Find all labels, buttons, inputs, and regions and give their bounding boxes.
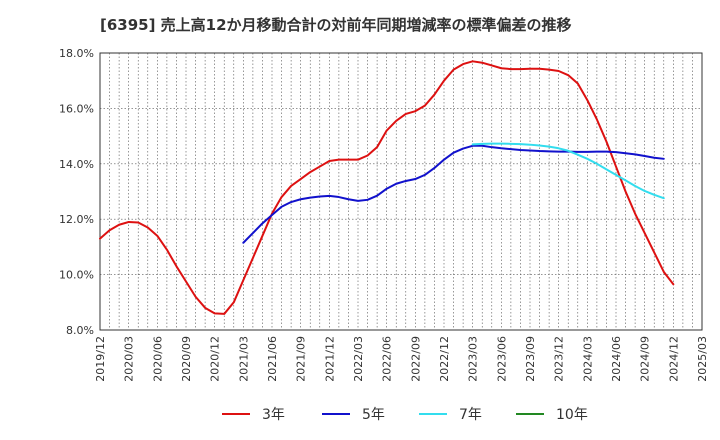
x-tick-label: 2021/06 — [266, 336, 279, 382]
x-tick-label: 2022/03 — [352, 336, 365, 382]
x-tick-label: 2023/03 — [467, 336, 480, 382]
y-tick-label: 12.0% — [59, 213, 94, 226]
plot-area — [100, 53, 702, 330]
x-tick-label: 2024/03 — [581, 336, 594, 382]
legend-label-10年: 10年 — [556, 407, 588, 423]
x-tick-label: 2022/09 — [409, 336, 422, 382]
x-tick-label: 2021/09 — [295, 336, 308, 382]
x-tick-label: 2025/03 — [696, 336, 709, 382]
series-line-7年 — [471, 142, 665, 200]
x-tick-label: 2020/09 — [180, 336, 193, 382]
chart-title: [6395] 売上高12か月移動合計の対前年同期増減率の標準偏差の推移 — [100, 16, 572, 34]
legend-label-3年: 3年 — [262, 407, 285, 423]
x-tick-label: 2024/06 — [610, 336, 623, 382]
plot-border — [99, 52, 703, 331]
x-tick-label: 2022/06 — [381, 336, 394, 382]
x-tick-label: 2023/09 — [524, 336, 537, 382]
x-tick-label: 2022/12 — [438, 336, 451, 382]
series-line-3年 — [99, 60, 675, 315]
y-tick-label: 16.0% — [59, 102, 94, 115]
legend-label-5年: 5年 — [362, 407, 385, 423]
x-tick-label: 2023/06 — [495, 336, 508, 382]
x-tick-label: 2021/03 — [237, 336, 250, 382]
x-tick-label: 2019/12 — [94, 336, 107, 382]
y-tick-label: 14.0% — [59, 158, 94, 171]
series-line-5年 — [242, 144, 665, 244]
x-tick-label: 2024/12 — [667, 336, 680, 382]
x-tick-label: 2023/12 — [553, 336, 566, 382]
x-tick-label: 2020/03 — [123, 336, 136, 382]
y-tick-label: 18.0% — [59, 47, 94, 60]
y-tick-label: 8.0% — [66, 324, 94, 337]
y-tick-label: 10.0% — [59, 269, 94, 282]
x-tick-label: 2020/12 — [209, 336, 222, 382]
legend-label-7年: 7年 — [459, 407, 482, 423]
x-tick-label: 2024/09 — [639, 336, 652, 382]
x-tick-label: 2020/06 — [151, 336, 164, 382]
x-tick-label: 2021/12 — [323, 336, 336, 382]
